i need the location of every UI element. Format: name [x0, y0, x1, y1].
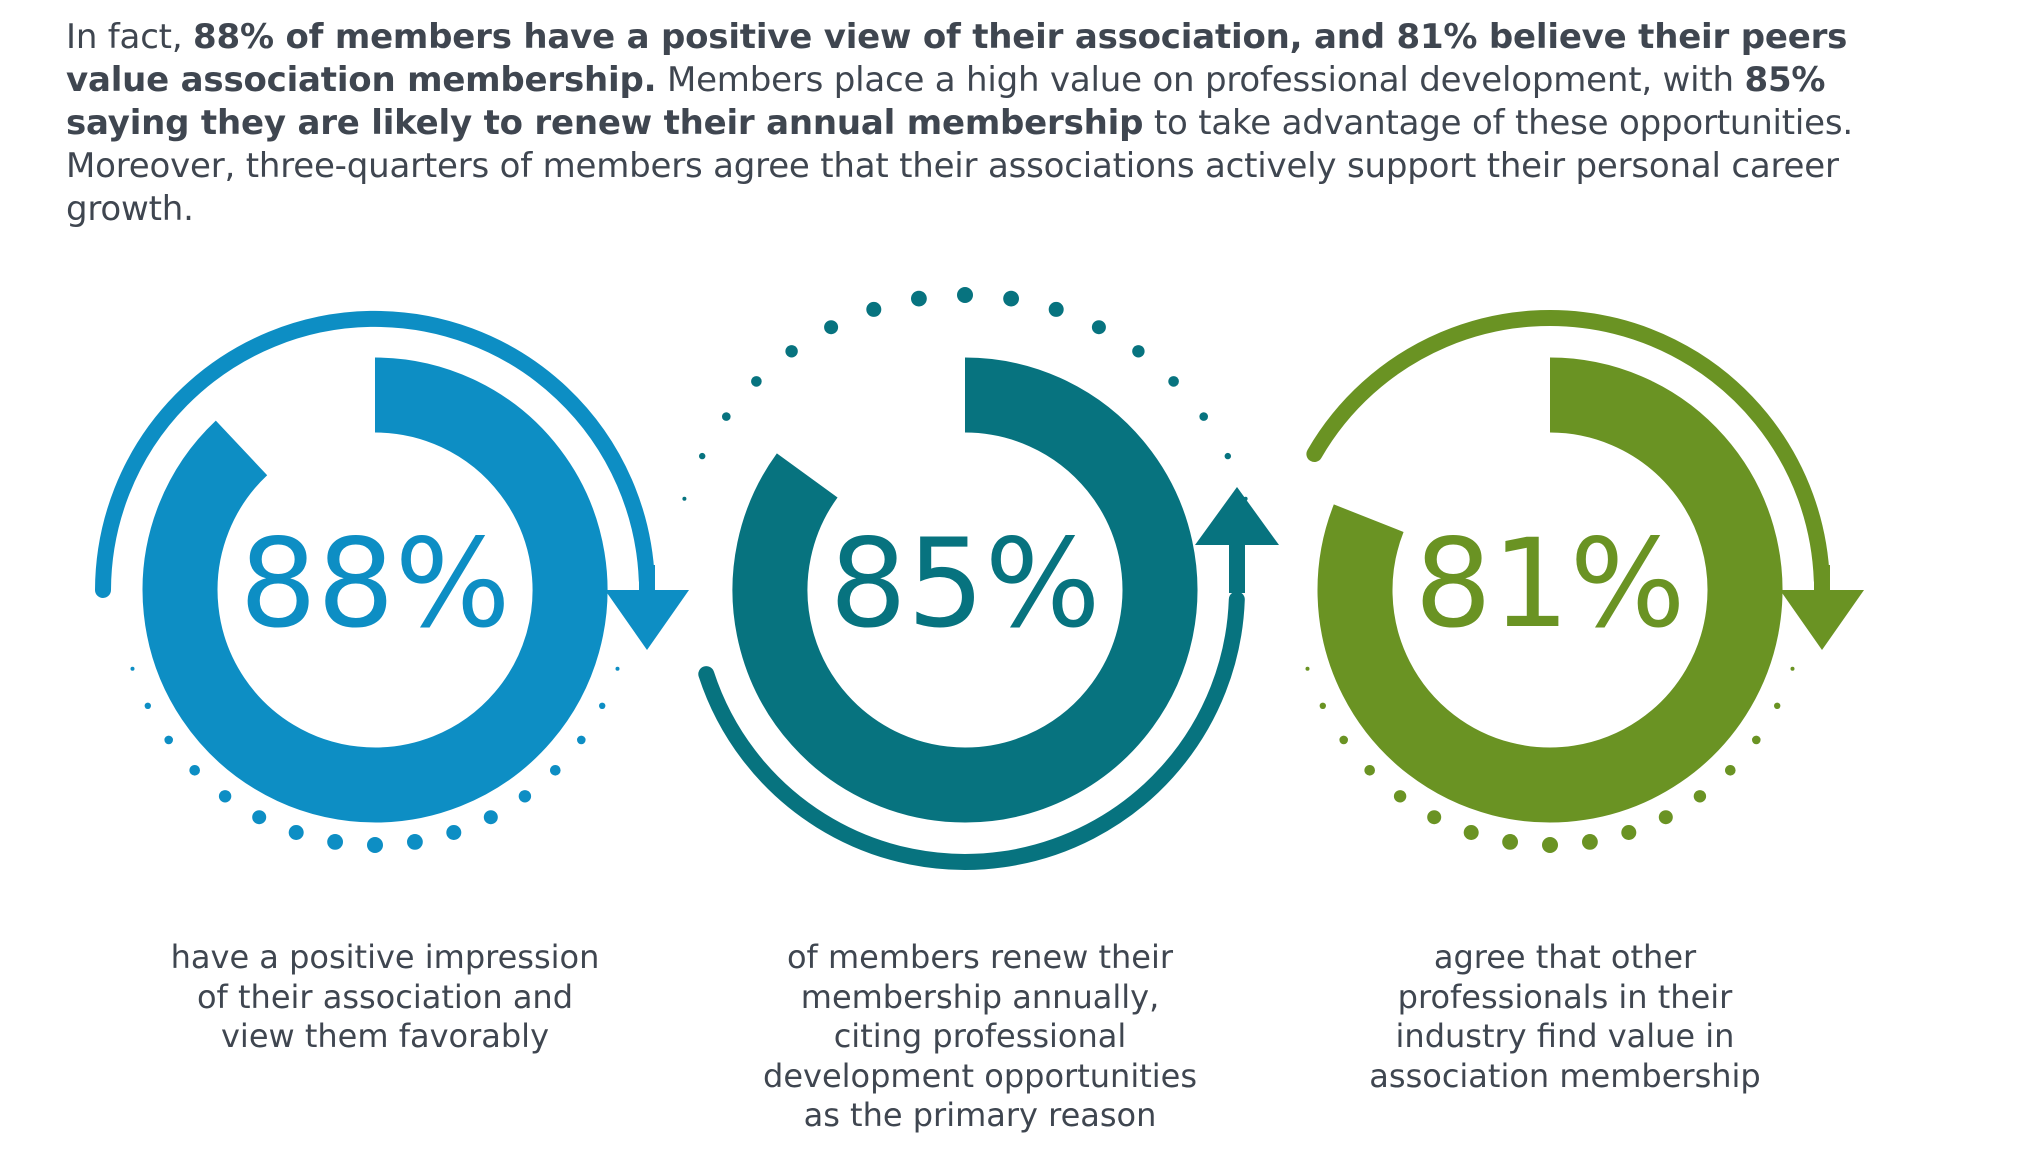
dotted-arc-dot	[957, 287, 973, 303]
intro-segment: 88% of members have a positive view of t…	[66, 17, 1848, 100]
progress-ring-85	[732, 357, 1198, 823]
intro-segment: 85% saying they are likely to renew thei…	[66, 60, 1826, 143]
dotted-arc-dot	[682, 496, 687, 501]
dotted-arc-dot	[1243, 496, 1248, 501]
caption-positive-impression: have a positive impression of their asso…	[170, 938, 600, 1055]
dotted-arc-dot	[1199, 412, 1208, 421]
dotted-arc-dot	[367, 837, 383, 853]
stat-percent-85: 85%	[829, 513, 1100, 655]
dotted-arc-dot	[824, 320, 839, 335]
dotted-arc-dot	[1132, 345, 1145, 358]
dotted-arc-dot	[1658, 810, 1673, 825]
dotted-arc-dot	[1725, 765, 1736, 776]
dotted-arc-dot	[518, 790, 532, 803]
dotted-arc-dot	[1582, 834, 1598, 850]
dotted-arc-dot	[615, 666, 620, 671]
dotted-arc-dot	[1752, 735, 1761, 745]
dotted-arc-dot	[1224, 452, 1232, 460]
top-arc	[95, 310, 655, 598]
dotted-arc-dot	[1339, 735, 1348, 745]
top-arc	[1306, 309, 1830, 589]
progress-ring-88	[142, 357, 608, 823]
dotted-arc-dot	[1003, 290, 1019, 307]
intro-segment: In fact,	[66, 17, 194, 57]
dotted-arc-dot	[483, 810, 498, 825]
dotted-arc-dot	[1393, 790, 1407, 803]
dotted-arc-dot	[599, 702, 606, 709]
dotted-arc-dot	[751, 376, 762, 387]
dotted-arc-dot	[1542, 837, 1558, 853]
stat-percent-81: 81%	[1414, 513, 1685, 655]
dotted-arc-dot	[1502, 834, 1518, 850]
dotted-arc-dot	[1693, 790, 1707, 803]
dotted-arc-dot	[218, 790, 232, 803]
caption-renew-membership: of members renew their membership annual…	[763, 938, 1197, 1134]
stat-percent-88: 88%	[239, 513, 510, 655]
dotted-arc-dot	[911, 290, 927, 307]
intro-segment: to take advantage of these opportunities…	[66, 103, 1854, 229]
dotted-arc-dot	[189, 765, 200, 776]
dotted-arc-dot	[1621, 825, 1637, 840]
dotted-arc-dot	[407, 834, 423, 850]
dotted-arc-dot	[550, 765, 561, 776]
dotted-arc-dot	[1168, 376, 1179, 387]
dotted-arc-dot	[252, 810, 267, 825]
dotted-arc-dot	[446, 825, 462, 840]
dotted-arc-dot	[1427, 810, 1442, 825]
arrow-down-icon	[1780, 590, 1864, 650]
dotted-arc-dot	[1048, 301, 1064, 317]
dotted-arc-dot	[130, 666, 135, 671]
caption-peers-value: agree that other professionals in their …	[1369, 938, 1761, 1095]
dotted-arc-dot	[577, 735, 586, 745]
arrow-down-icon	[605, 590, 689, 650]
dotted-arc-dot	[288, 825, 304, 840]
dotted-arc-dot	[1305, 666, 1310, 671]
dotted-arc-dot	[327, 834, 343, 850]
arrow-shaft	[1814, 565, 1830, 595]
dotted-arc-dot	[785, 345, 798, 358]
dotted-arc-dot	[1790, 666, 1795, 671]
intro-paragraph: In fact, 88% of members have a positive …	[66, 16, 1926, 231]
dotted-arc-dot	[1774, 702, 1781, 709]
progress-ring-81	[1317, 357, 1783, 823]
dotted-arc-dot	[1463, 825, 1479, 840]
dotted-arc-dot	[144, 702, 151, 709]
bottom-arc	[698, 591, 1245, 870]
dotted-arc-dot	[699, 452, 706, 460]
intro-segment: Members place a high value on profession…	[656, 60, 1745, 100]
dotted-arc-dot	[1364, 765, 1375, 776]
dotted-arc-dot	[1091, 320, 1106, 335]
dotted-arc-dot	[1319, 702, 1327, 709]
dotted-arc-dot	[722, 412, 731, 421]
arrow-shaft	[639, 565, 655, 595]
dotted-arc-dot	[866, 301, 882, 317]
dotted-arc-dot	[164, 735, 173, 745]
arrow-shaft	[1229, 543, 1245, 593]
arrow-up-icon	[1195, 487, 1279, 545]
